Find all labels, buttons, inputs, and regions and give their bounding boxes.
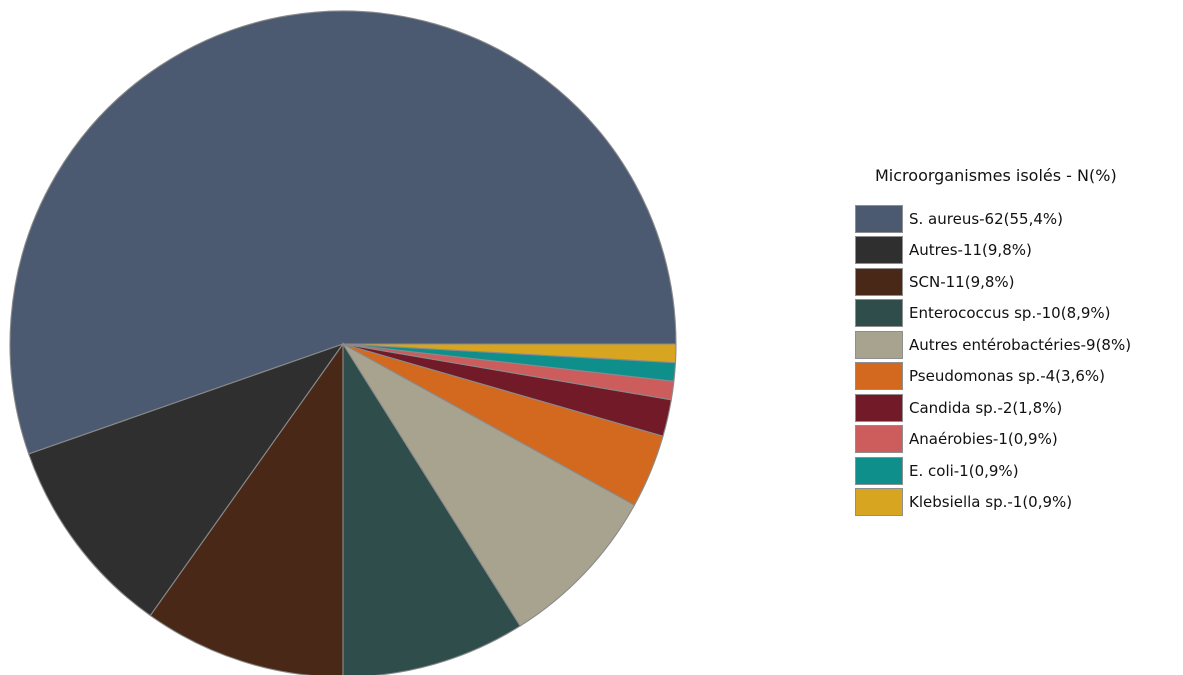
- legend-label-enterococcus: Enterococcus sp.-10(8,9%): [909, 304, 1111, 323]
- legend-swatch-s-aureus: [855, 204, 903, 233]
- legend-item-autres: Autres-11(9,8%): [855, 235, 1180, 267]
- legend-swatch-scn: [855, 267, 903, 296]
- legend-swatch-candida: [855, 393, 903, 422]
- legend-label-e-coli: E. coli-1(0,9%): [909, 461, 1019, 480]
- legend-item-klebsiella: Klebsiella sp.-1(0,9%): [855, 487, 1180, 519]
- legend-label-autres-enterobacteries: Autres entérobactéries-9(8%): [909, 335, 1132, 354]
- legend-item-s-aureus: S. aureus-62(55,4%): [855, 203, 1180, 235]
- legend-label-autres: Autres-11(9,8%): [909, 241, 1032, 260]
- legend: Microorganismes isolés - N(%) S. aureus-…: [855, 164, 1180, 518]
- pie-slice-autres-enterobacteries: [342, 343, 636, 627]
- legend-label-scn: SCN-11(9,8%): [909, 272, 1015, 291]
- legend-title: Microorganismes isolés - N(%): [875, 166, 1117, 185]
- legend-item-scn: SCN-11(9,8%): [855, 266, 1180, 298]
- pie-slice-autres: [27, 342, 345, 617]
- legend-swatch-enterococcus: [855, 299, 903, 328]
- legend-label-s-aureus: S. aureus-62(55,4%): [909, 209, 1063, 228]
- pie-slice-klebsiella: [342, 343, 677, 364]
- pie-slice-scn: [149, 342, 344, 675]
- legend-item-autres-enterobacteries: Autres entérobactéries-9(8%): [855, 329, 1180, 361]
- legend-item-enterococcus: Enterococcus sp.-10(8,9%): [855, 298, 1180, 330]
- legend-swatch-klebsiella: [855, 488, 903, 517]
- legend-label-pseudomonas: Pseudomonas sp.-4(3,6%): [909, 367, 1105, 386]
- pie-chart: [9, 10, 677, 675]
- legend-swatch-pseudomonas: [855, 362, 903, 391]
- pie-slice-s-aureus: [9, 10, 677, 455]
- legend-items: S. aureus-62(55,4%) Autres-11(9,8%) SCN-…: [855, 203, 1180, 518]
- legend-label-anaerobies: Anaérobies-1(0,9%): [909, 430, 1058, 449]
- legend-item-pseudomonas: Pseudomonas sp.-4(3,6%): [855, 361, 1180, 393]
- legend-swatch-anaerobies: [855, 425, 903, 454]
- legend-label-candida: Candida sp.-2(1,8%): [909, 398, 1063, 417]
- legend-item-anaerobies: Anaérobies-1(0,9%): [855, 424, 1180, 456]
- legend-swatch-autres-enterobacteries: [855, 330, 903, 359]
- legend-label-klebsiella: Klebsiella sp.-1(0,9%): [909, 493, 1073, 512]
- legend-swatch-e-coli: [855, 456, 903, 485]
- legend-item-candida: Candida sp.-2(1,8%): [855, 392, 1180, 424]
- legend-item-e-coli: E. coli-1(0,9%): [855, 455, 1180, 487]
- legend-swatch-autres: [855, 236, 903, 265]
- pie-slice-enterococcus: [342, 342, 521, 675]
